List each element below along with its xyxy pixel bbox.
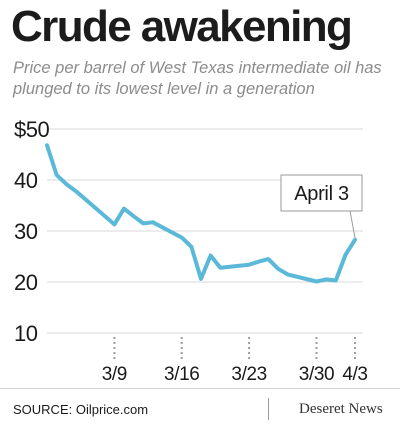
chart-headline: Crude awakening (11, 2, 353, 51)
x-tick-label: 3/30 (299, 364, 334, 385)
footer-divider (268, 398, 269, 420)
price-line (45, 143, 357, 284)
y-tick-label: 10 (14, 321, 38, 346)
x-tick-label: 3/9 (102, 364, 127, 385)
y-tick-label: $50 (14, 117, 49, 142)
x-tick-label: 3/16 (164, 364, 199, 385)
y-axis-tick-labels: $50 40 30 20 10 (14, 117, 50, 346)
source-credit: SOURCE: Oilprice.com (13, 402, 149, 417)
price-series (45, 143, 357, 284)
oil-price-line-chart: $50 40 30 20 10 3/9 3/16 3/23 3/30 4/3 April 3 (14, 117, 368, 385)
callout: April 3 (280, 174, 363, 238)
chart-subtitle: Price per barrel of West Texas intermedi… (13, 59, 382, 98)
callout-box (280, 174, 363, 212)
y-tick-label: 40 (14, 168, 38, 193)
x-axis-ticks: 3/9 3/16 3/23 3/30 4/3 (102, 337, 368, 385)
y-tick-label: 30 (14, 219, 38, 244)
x-tick-label: 4/3 (342, 364, 367, 385)
callout-label: April 3 (294, 183, 349, 205)
y-tick-label: 20 (14, 270, 38, 295)
gridlines (47, 128, 363, 334)
x-tick-label: 3/23 (231, 364, 266, 385)
callout-leader (349, 210, 356, 238)
brand-logo: Deseret News (299, 401, 383, 417)
footer-rule (0, 388, 400, 389)
